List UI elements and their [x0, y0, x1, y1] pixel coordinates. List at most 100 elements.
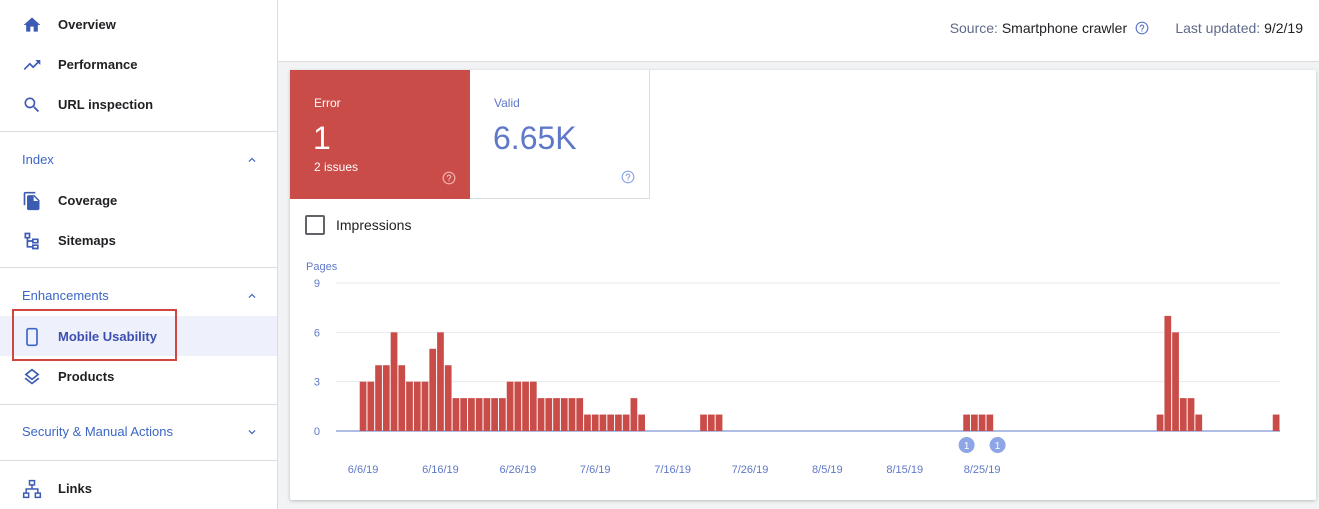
bar: [622, 414, 630, 431]
annotation-label: 1: [964, 441, 970, 452]
sidebar-item-mobile-usability[interactable]: Mobile Usability: [0, 316, 277, 356]
bar: [1179, 398, 1187, 431]
source-value: Smartphone crawler: [1001, 20, 1128, 36]
bar: [715, 414, 723, 431]
error-count: 1: [313, 120, 331, 156]
bar: [529, 381, 537, 431]
bar: [1187, 398, 1195, 431]
x-tick-label: 7/16/19: [654, 464, 691, 476]
bar: [568, 398, 576, 431]
error-issues: 2 issues: [314, 160, 359, 174]
sidebar-item-overview[interactable]: Overview: [0, 4, 277, 44]
error-label: Error: [314, 96, 341, 110]
sidebar-item-label: Sitemaps: [58, 232, 116, 248]
bar: [468, 398, 475, 431]
bar: [413, 381, 421, 431]
bar: [460, 398, 468, 431]
section-label: Index: [22, 152, 54, 167]
bar: [978, 414, 986, 431]
impressions-checkbox[interactable]: [305, 215, 325, 235]
updated-value: 9/2/19: [1264, 20, 1303, 36]
bar: [607, 414, 615, 431]
sidebar-item-label: Overview: [58, 16, 116, 32]
layers-icon: [24, 368, 40, 385]
valid-tile[interactable]: Valid 6.65K: [470, 70, 650, 199]
home-icon: [23, 17, 41, 32]
divider: [0, 267, 277, 268]
y-axis-label: Pages: [306, 261, 338, 273]
bar: [553, 398, 560, 431]
bar: [584, 414, 591, 431]
bar: [444, 365, 452, 431]
bar: [1172, 332, 1179, 431]
x-tick-label: 7/26/19: [732, 464, 769, 476]
last-updated: Last updated: 9/2/19: [1175, 20, 1303, 36]
y-tick-label: 0: [314, 426, 320, 438]
x-tick-label: 6/16/19: [422, 464, 459, 476]
bar: [475, 398, 483, 431]
bar: [638, 414, 646, 431]
sidebar-item-sitemaps[interactable]: Sitemaps: [0, 220, 277, 260]
bar: [522, 381, 529, 431]
bar: [498, 398, 506, 431]
section-header-index[interactable]: Index: [0, 140, 277, 180]
help-icon[interactable]: [1135, 21, 1149, 35]
sidebar-item-links[interactable]: Links: [0, 468, 277, 508]
report-card: Error 1 2 issues Valid 6.65K Impressions…: [290, 70, 1316, 500]
bar: [700, 414, 707, 431]
bar: [1195, 414, 1203, 431]
top-bar: Source: Smartphone crawler Last updated:…: [278, 0, 1319, 62]
x-tick-label: 7/6/19: [580, 464, 611, 476]
annotation-marker: [989, 437, 1006, 453]
network-icon: [22, 479, 42, 499]
y-tick-label: 9: [314, 278, 320, 290]
chevron-down-icon: [248, 430, 256, 435]
sidebar-item-label: Mobile Usability: [58, 328, 157, 344]
x-tick-label: 8/15/19: [886, 464, 923, 476]
bar: [421, 381, 429, 431]
valid-count: 6.65K: [493, 120, 577, 156]
updated-label: Last updated:: [1175, 20, 1261, 36]
bar: [545, 398, 553, 431]
impressions-label: Impressions: [336, 217, 412, 233]
sidebar-item-label: Coverage: [58, 192, 118, 208]
help-icon[interactable]: [621, 170, 635, 184]
section-header-security[interactable]: Security & Manual Actions: [0, 412, 277, 452]
bar: [986, 414, 994, 431]
y-tick-label: 3: [314, 377, 320, 389]
bar: [560, 398, 568, 431]
section-header-enhancements[interactable]: Enhancements: [0, 276, 277, 316]
valid-label: Valid: [494, 96, 520, 110]
error-tile[interactable]: Error 1 2 issues: [290, 70, 470, 199]
bar: [599, 414, 607, 431]
impressions-toggle[interactable]: Impressions: [305, 214, 411, 236]
annotation-marker: [958, 437, 975, 453]
bar: [483, 398, 491, 431]
sidebar: Overview Performance URL inspection Inde…: [0, 0, 278, 509]
sidebar-item-products[interactable]: Products: [0, 356, 277, 396]
y-tick-label: 6: [314, 327, 320, 339]
bar: [707, 414, 715, 431]
bar: [491, 398, 498, 431]
bar: [615, 414, 622, 431]
pages-chart: Pages 0 3 6 9 6/6/19 6/16/19 6/26/19 7/6/19 7/16/…: [306, 261, 1280, 476]
bar: [398, 365, 406, 431]
sidebar-item-coverage[interactable]: Coverage: [0, 180, 277, 220]
bar: [390, 332, 398, 431]
bar: [367, 381, 375, 431]
x-tick-label: 8/25/19: [964, 464, 1001, 476]
bar: [537, 398, 545, 431]
bar: [1164, 315, 1172, 431]
divider: [0, 404, 277, 405]
sidebar-item-label: URL inspection: [58, 96, 154, 112]
help-icon[interactable]: [442, 171, 456, 185]
sidebar-item-url-inspection[interactable]: URL inspection: [0, 84, 277, 124]
x-tick-label: 6/26/19: [499, 464, 536, 476]
bar: [375, 365, 382, 431]
bar: [429, 348, 437, 431]
bar: [1156, 414, 1164, 431]
sidebar-item-label: Performance: [58, 56, 138, 72]
source-label: Source:: [949, 20, 998, 36]
sidebar-item-performance[interactable]: Performance: [0, 44, 277, 84]
bar: [576, 398, 584, 431]
